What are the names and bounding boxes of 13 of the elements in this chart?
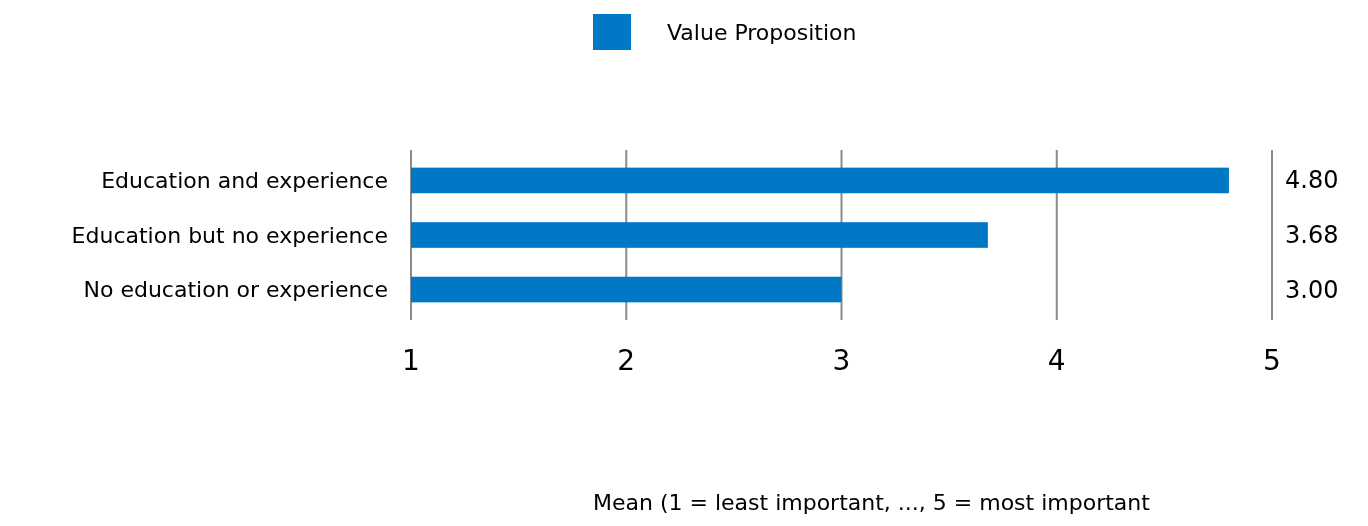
legend-label: Value Proposition	[667, 19, 857, 45]
text: Mean (1 = least important, ..., 5 = most important	[593, 490, 1151, 515]
data-label: 4.80	[1285, 166, 1339, 195]
data-label: 3.00	[1285, 275, 1339, 304]
x-tick-label: 4	[1047, 344, 1066, 377]
x-tick-label: 5	[1263, 344, 1281, 377]
x-tick-label: 2	[617, 344, 636, 377]
x-tick-label: 3	[832, 344, 851, 377]
data-label: 3.68	[1285, 221, 1339, 249]
x-tick-label: 1	[402, 344, 420, 377]
y-tick-label: No education or experience	[83, 277, 388, 303]
y-tick-label: Education but no experience	[71, 222, 388, 248]
y-tick-label: Education and experience	[101, 167, 388, 193]
